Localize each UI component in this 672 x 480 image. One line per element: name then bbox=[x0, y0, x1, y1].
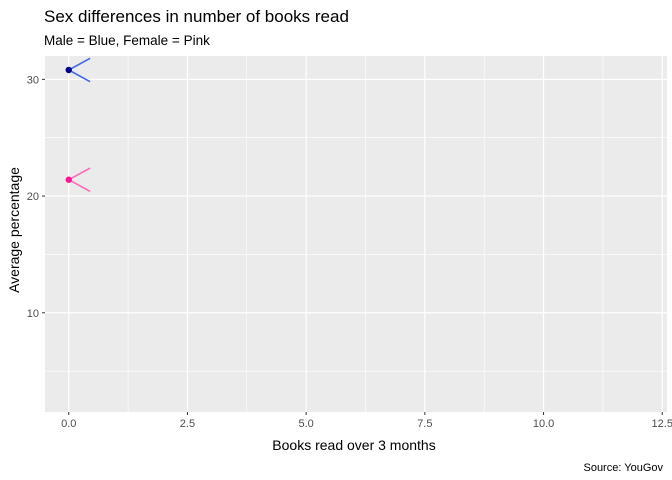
series-0-segment bbox=[68, 57, 91, 71]
data-marks bbox=[65, 57, 91, 193]
y-tick-label: 30 bbox=[27, 74, 39, 86]
minor-gridlines bbox=[45, 56, 667, 412]
x-axis-title: Books read over 3 months bbox=[272, 437, 435, 453]
series-1-segment bbox=[68, 167, 91, 181]
series-1-segment bbox=[68, 179, 91, 193]
chart-caption: Source: YouGov bbox=[583, 462, 663, 474]
major-gridlines bbox=[45, 56, 667, 412]
series-0-point bbox=[65, 66, 72, 74]
x-axis: 0.0 2.5 5.0 7.5 10.0 12.5 bbox=[61, 412, 672, 430]
x-tick-label: 2.5 bbox=[180, 418, 195, 430]
y-tick-label: 20 bbox=[27, 191, 39, 203]
x-tick-label: 0.0 bbox=[61, 418, 76, 430]
chart-subtitle: Male = Blue, Female = Pink bbox=[44, 33, 210, 48]
plot-panel bbox=[45, 56, 667, 412]
x-tick-label: 5.0 bbox=[298, 418, 313, 430]
y-axis: 10 20 30 bbox=[27, 74, 45, 320]
y-axis-title: Average percentage bbox=[6, 167, 22, 293]
chart-title: Sex differences in number of books read bbox=[44, 7, 349, 26]
series-0-segment bbox=[68, 69, 91, 83]
x-tick-label: 12.5 bbox=[652, 418, 672, 430]
x-tick-label: 10.0 bbox=[533, 418, 554, 430]
y-tick-label: 10 bbox=[27, 308, 39, 320]
x-tick-label: 7.5 bbox=[417, 418, 432, 430]
series-1-point bbox=[65, 176, 72, 183]
